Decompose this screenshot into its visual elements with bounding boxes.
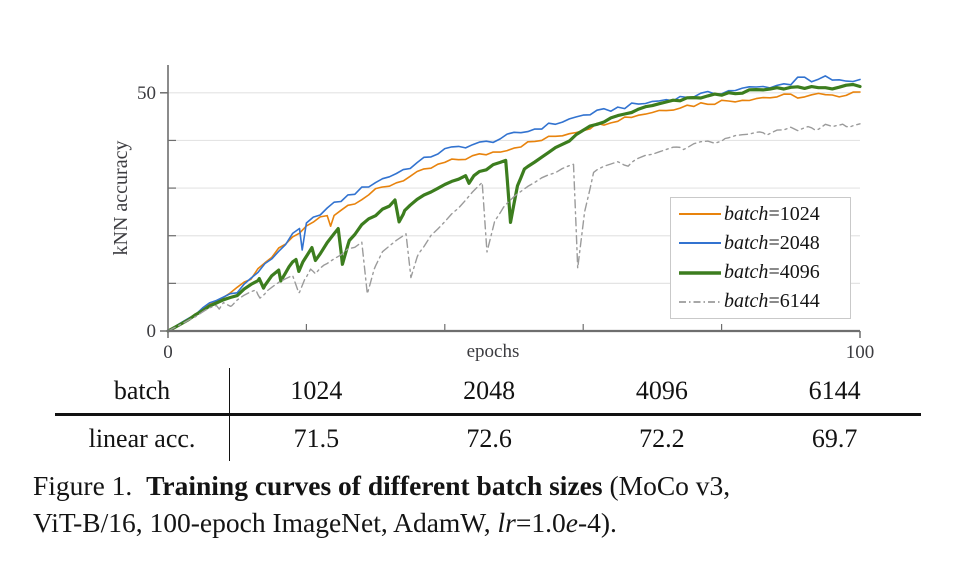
x-tick-label-0: 0 (163, 342, 173, 363)
y-tick-label-0: 0 (147, 321, 157, 342)
x-axis-label: epochs (467, 341, 520, 362)
caption-segment: e (565, 507, 578, 538)
series-line-batch-4096 (166, 82, 862, 333)
legend-label: batch=4096 (724, 261, 820, 284)
y-tick-label-50: 50 (137, 83, 156, 104)
legend-label: batch=1024 (724, 202, 820, 225)
legend-label: batch=6144 (724, 290, 820, 313)
table-cell: 2048 (463, 375, 516, 405)
chart-legend: batch=1024 batch=2048 batch=4096 batch=6144 (670, 197, 851, 319)
figure-caption: Figure 1. Training curves of different b… (33, 467, 955, 541)
table-cell: 72.6 (466, 423, 512, 453)
caption-segment: =1.0 (515, 507, 566, 538)
table-rule (55, 413, 921, 416)
legend-item-batch-1024: batch=1024 (671, 200, 850, 228)
legend-line-sample (679, 300, 721, 303)
legend-item-batch-4096: batch=4096 (671, 259, 850, 287)
results-table: batch 1024 2048 4096 6144 linear acc. 71.5 72.6… (55, 368, 921, 461)
table-cell: 4096 (635, 375, 688, 405)
table-cell: 71.5 (293, 423, 340, 453)
legend-item-batch-6144: batch=6144 (671, 288, 850, 316)
table-row-label: batch (55, 368, 230, 413)
legend-line-sample (679, 270, 721, 275)
legend-line-sample (679, 242, 721, 245)
table-row-0: batch 1024 2048 4096 6144 (55, 368, 921, 413)
table-row-label: linear acc. (55, 416, 230, 461)
training-curves-chart: 0 50 0 100 epochs kNN accuracy (110, 65, 875, 363)
table-row-1: linear acc. 71.5 72.6 72.2 69.7 (55, 416, 921, 461)
caption-segment: lr (497, 507, 516, 538)
series-line-batch-2048 (167, 75, 861, 332)
table-cell: 6144 (808, 375, 861, 405)
x-tick-label-100: 100 (846, 342, 875, 363)
table-cell: 72.2 (639, 423, 685, 453)
legend-label: batch=2048 (724, 231, 820, 254)
legend-item-batch-2048: batch=2048 (671, 229, 850, 257)
caption-segment: -4). (577, 507, 617, 538)
legend-line-sample (679, 213, 721, 216)
caption-segment: Figure 1. (33, 470, 147, 501)
table-cell: 1024 (290, 375, 343, 405)
caption-segment: (MoCo v3, ViT-B/16, 100-epoch ImageNet, … (33, 470, 731, 538)
caption-segment: Training curves of different batch sizes (146, 470, 603, 501)
series-line-batch-6144 (167, 123, 861, 332)
table-cell: 69.7 (811, 423, 858, 453)
y-axis-label: kNN accuracy (110, 141, 132, 256)
